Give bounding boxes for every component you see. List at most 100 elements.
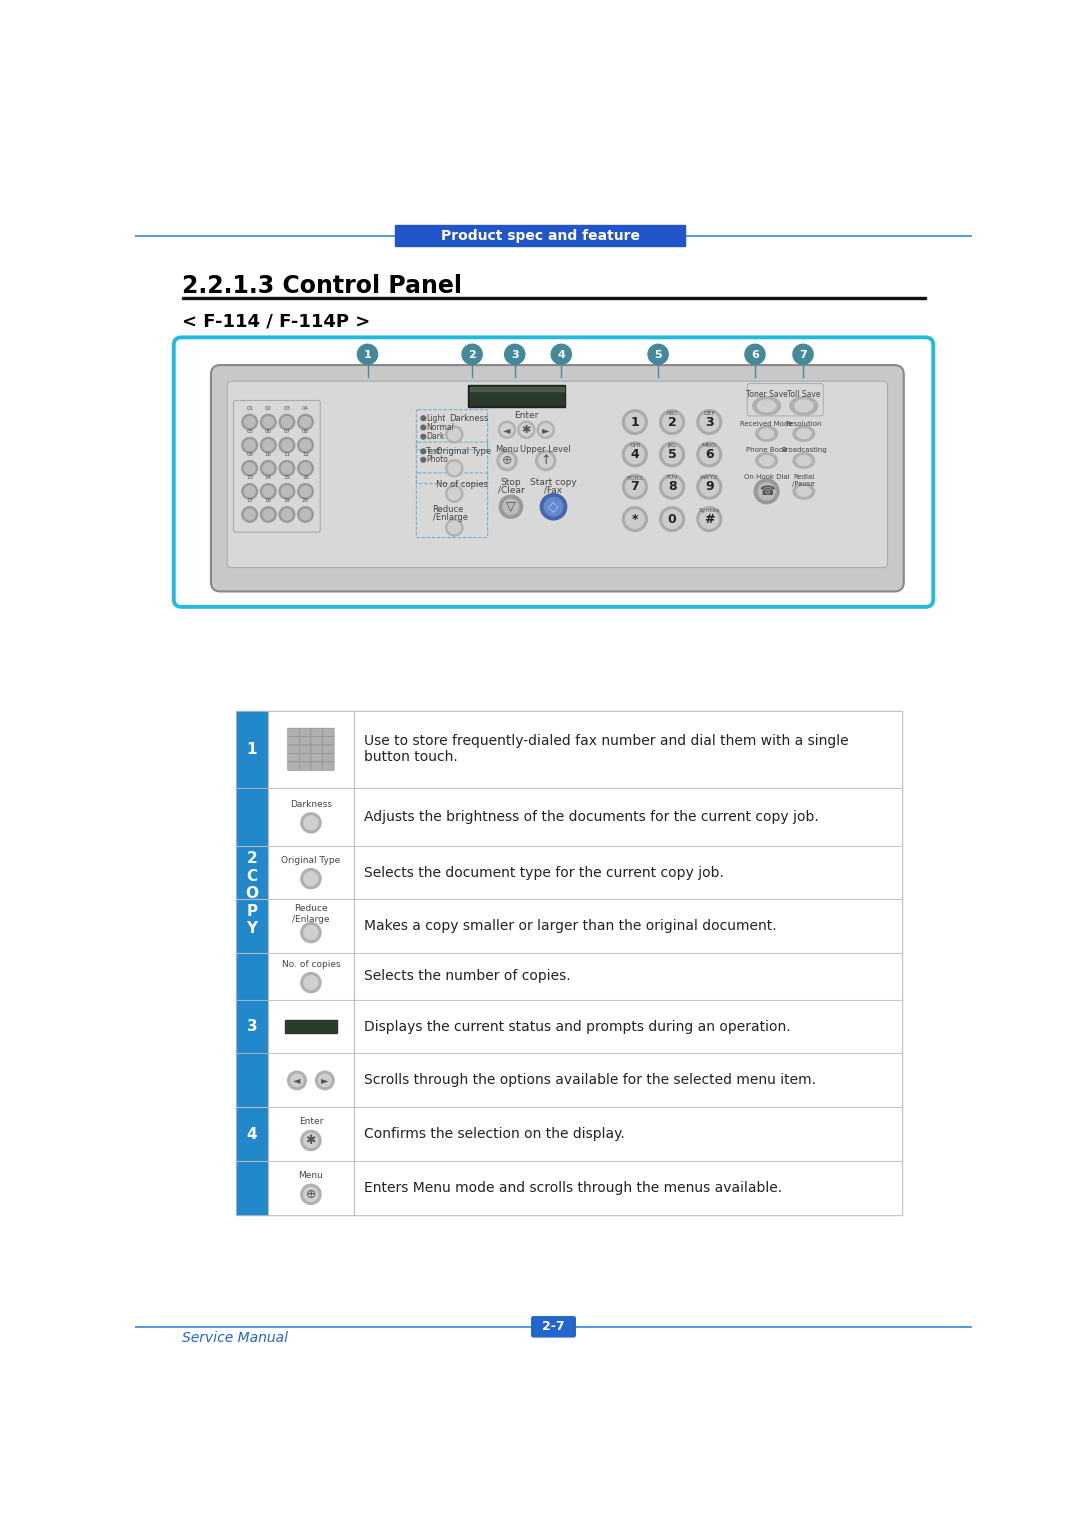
FancyBboxPatch shape — [287, 736, 299, 746]
Text: 07: 07 — [283, 429, 291, 434]
Bar — [268, 1108, 353, 1161]
Ellipse shape — [757, 400, 775, 413]
Text: /Clear: /Clear — [498, 486, 524, 495]
Circle shape — [244, 463, 255, 474]
Text: 14: 14 — [265, 475, 272, 480]
FancyBboxPatch shape — [287, 746, 299, 753]
Ellipse shape — [797, 455, 811, 466]
Text: 15: 15 — [283, 475, 291, 480]
Text: Normal: Normal — [427, 423, 455, 432]
Text: 5: 5 — [654, 350, 662, 361]
Text: 3: 3 — [705, 416, 714, 428]
Circle shape — [301, 973, 321, 993]
Circle shape — [660, 507, 685, 532]
Text: /Enlarge: /Enlarge — [433, 513, 468, 523]
Text: #: # — [704, 512, 715, 526]
Bar — [284, 1019, 337, 1033]
Bar — [268, 1053, 353, 1108]
Circle shape — [504, 344, 525, 364]
Circle shape — [448, 461, 460, 474]
Circle shape — [625, 510, 644, 529]
Text: Makes a copy smaller or larger than the original document.: Makes a copy smaller or larger than the … — [364, 920, 777, 934]
Circle shape — [421, 425, 426, 429]
Circle shape — [298, 460, 313, 475]
Circle shape — [448, 428, 460, 440]
FancyBboxPatch shape — [323, 753, 334, 762]
Text: 5: 5 — [667, 448, 676, 461]
Bar — [353, 788, 902, 845]
Text: Confirms the selection on the display.: Confirms the selection on the display. — [364, 1128, 625, 1141]
Bar — [353, 1053, 902, 1108]
Text: < F-114 / F-114P >: < F-114 / F-114P > — [181, 313, 369, 330]
Ellipse shape — [789, 397, 818, 416]
Circle shape — [242, 507, 257, 523]
Text: ◄: ◄ — [503, 425, 511, 435]
Circle shape — [303, 1134, 318, 1148]
Circle shape — [517, 422, 535, 439]
Circle shape — [462, 344, 482, 364]
Text: Upper Level: Upper Level — [521, 445, 571, 454]
Ellipse shape — [756, 426, 778, 442]
Ellipse shape — [795, 400, 813, 413]
Text: Darkness: Darkness — [449, 414, 488, 423]
Text: Syntax: Syntax — [699, 507, 720, 512]
Circle shape — [279, 437, 295, 452]
FancyBboxPatch shape — [311, 729, 323, 736]
Text: 13: 13 — [246, 475, 253, 480]
Circle shape — [697, 442, 721, 466]
Circle shape — [301, 923, 321, 943]
Text: 10: 10 — [265, 452, 272, 457]
Text: 4: 4 — [557, 350, 565, 361]
Text: 6: 6 — [705, 448, 714, 461]
Text: 7: 7 — [799, 350, 807, 361]
Circle shape — [501, 423, 513, 435]
Text: ◄: ◄ — [294, 1076, 300, 1085]
Circle shape — [697, 474, 721, 500]
Circle shape — [499, 422, 515, 439]
Circle shape — [260, 484, 276, 500]
FancyBboxPatch shape — [311, 762, 323, 770]
Bar — [286, 1021, 336, 1031]
Text: 11: 11 — [283, 452, 291, 457]
Circle shape — [300, 417, 311, 428]
Text: DEF: DEF — [703, 411, 715, 416]
Bar — [353, 953, 902, 999]
Text: Phone Book: Phone Book — [746, 448, 787, 454]
Circle shape — [663, 413, 681, 431]
Circle shape — [446, 520, 463, 536]
Circle shape — [540, 423, 552, 435]
Bar — [235, 711, 902, 1215]
Text: Selects the document type for the current copy job.: Selects the document type for the curren… — [364, 865, 725, 880]
Circle shape — [279, 460, 295, 475]
Bar — [268, 953, 353, 999]
Text: Displays the current status and prompts during an operation.: Displays the current status and prompts … — [364, 1019, 791, 1033]
Circle shape — [244, 486, 255, 497]
Circle shape — [298, 484, 313, 500]
Text: PQRS: PQRS — [626, 475, 644, 480]
Circle shape — [421, 434, 426, 439]
Text: ►: ► — [321, 1076, 328, 1085]
Text: Start copy: Start copy — [530, 478, 577, 487]
Text: Broadcasting: Broadcasting — [781, 448, 826, 454]
Text: 18: 18 — [265, 498, 272, 503]
Circle shape — [499, 495, 523, 518]
Circle shape — [660, 410, 685, 434]
Text: 2
C
O
P
Y: 2 C O P Y — [245, 851, 258, 937]
Text: 06: 06 — [265, 429, 272, 434]
Text: Toner Save: Toner Save — [746, 390, 787, 399]
Circle shape — [663, 510, 681, 529]
Text: *: * — [632, 512, 638, 526]
Text: 1: 1 — [364, 350, 372, 361]
FancyBboxPatch shape — [311, 746, 323, 753]
Ellipse shape — [753, 397, 781, 416]
Text: Enter: Enter — [299, 1117, 323, 1126]
Text: 2: 2 — [469, 350, 476, 361]
Circle shape — [421, 449, 426, 454]
Circle shape — [282, 509, 293, 520]
Circle shape — [448, 487, 460, 500]
Text: 4: 4 — [246, 1126, 257, 1141]
Text: Text: Text — [427, 446, 442, 455]
Circle shape — [446, 486, 463, 503]
Circle shape — [303, 816, 318, 830]
Text: TUV: TUV — [665, 475, 678, 480]
